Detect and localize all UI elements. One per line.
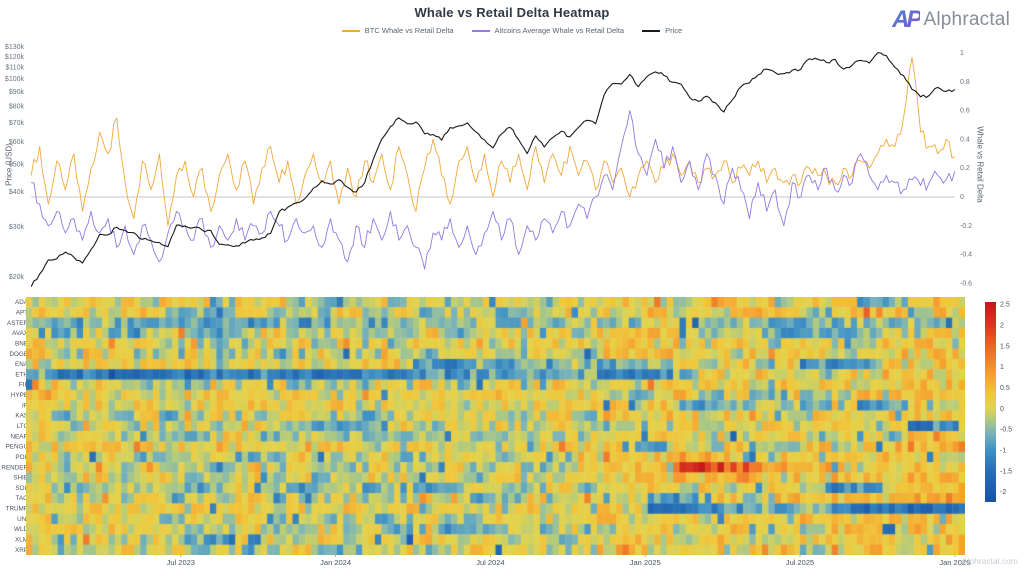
price-axis-tick: $70k xyxy=(9,120,25,127)
heatmap-row-label: ASTER xyxy=(7,320,28,327)
heatmap-row-label: PENGU xyxy=(6,444,29,451)
heatmap-row-label: RENDER xyxy=(1,464,28,471)
heatmap-row-label: TAO xyxy=(16,495,29,502)
colorbar-tick: -0.5 xyxy=(1000,427,1012,434)
logo[interactable]: AP Alphractal xyxy=(892,8,1010,32)
delta-axis-tick: -0.2 xyxy=(960,223,972,230)
x-axis-tick: Jan 2026 xyxy=(939,558,970,567)
logo-text: Alphractal xyxy=(923,9,1010,30)
delta-axis-tick: 0.4 xyxy=(960,136,970,143)
heatmap-row-label: AVAX xyxy=(12,330,29,337)
colorbar-tick: -1 xyxy=(1000,447,1006,454)
delta-axis-tick: 0.2 xyxy=(960,165,970,172)
heatmap-row-label: APT xyxy=(16,309,28,316)
delta-axis-tick: 0.8 xyxy=(960,79,970,86)
legend-item-price: Price xyxy=(642,26,682,35)
chart-legend: BTC Whale vs Retail Delta Altcoins Avera… xyxy=(0,26,1024,35)
price-axis-tick: $80k xyxy=(9,104,25,111)
x-axis-tick: Jan 2024 xyxy=(320,558,351,567)
heatmap-row-label: POL xyxy=(15,454,28,461)
heatmap-row-label: ADA xyxy=(15,299,29,306)
x-axis-tick: Jan 2025 xyxy=(630,558,661,567)
price-line xyxy=(30,52,956,287)
price-axis-tick: $60k xyxy=(9,139,25,146)
price-axis-tick: $100k xyxy=(5,76,25,83)
price-axis-tick: $20k xyxy=(9,274,25,281)
heatmap-row-label: ENA xyxy=(15,361,29,368)
colorbar-tick: 1 xyxy=(1000,364,1004,371)
legend-label: Price xyxy=(665,26,683,35)
page-title: Whale vs Retail Delta Heatmap xyxy=(414,5,610,20)
btc-delta-line xyxy=(30,56,955,227)
legend-item-btc-delta: BTC Whale vs Retail Delta xyxy=(341,26,454,35)
colorbar xyxy=(985,302,996,502)
watermark: Alphractal.com xyxy=(961,556,1018,566)
colorbar-tick: 0.5 xyxy=(1000,385,1010,392)
colorbar-tick: 2.5 xyxy=(1000,302,1010,309)
colorbar-tick: -1.5 xyxy=(1000,468,1012,475)
legend-label: Altcoins Average Whale vs Retail Delta xyxy=(494,26,625,35)
heatmap-row-label: NEAR xyxy=(11,433,29,440)
heatmap-row-label: IP xyxy=(22,402,28,409)
price-axis-tick: $130k xyxy=(5,44,25,51)
legend-item-alt-delta: Altcoins Average Whale vs Retail Delta xyxy=(471,26,625,35)
heatmap-row-label: XLM xyxy=(15,537,28,544)
delta-axis-tick: -0.6 xyxy=(960,280,972,287)
heatmap-row-label: SHIB xyxy=(13,475,28,482)
delta-axis-tick: 0.6 xyxy=(960,108,970,115)
heatmap-row-label: WLD xyxy=(14,526,28,533)
btc-delta-line-swatch xyxy=(341,29,360,32)
delta-axis-tick: -0.4 xyxy=(960,252,972,259)
colorbar-tick: 1.5 xyxy=(1000,343,1010,350)
price-axis-tick: $40k xyxy=(9,189,25,196)
alt-delta-line-swatch xyxy=(471,29,490,32)
x-axis-tick: Jul 2024 xyxy=(476,558,504,567)
heatmap-row-label: BNB xyxy=(15,340,28,347)
price-axis-tick: $50k xyxy=(9,161,25,168)
colorbar-tick: -2 xyxy=(1000,489,1006,496)
price-line-swatch xyxy=(642,29,661,32)
delta-axis-tick: 1 xyxy=(960,50,964,57)
heatmap-row-label: TRUMP xyxy=(6,506,28,513)
price-axis-tick: $30k xyxy=(9,224,25,231)
colorbar-tick: 0 xyxy=(1000,406,1004,413)
x-axis-tick: Jul 2025 xyxy=(786,558,814,567)
heatmap-row-label: FIL xyxy=(19,382,29,389)
heatmap-row-label: XRP xyxy=(15,547,28,554)
heatmap-row-label: KAS xyxy=(15,413,28,420)
alphractal-logo-icon: AP xyxy=(892,6,922,33)
heatmap-row-label: SOL xyxy=(15,485,28,492)
heatmap-row-label: HYPE xyxy=(11,392,28,399)
heatmap-row-label: LTC xyxy=(17,423,29,430)
alt-delta-line xyxy=(31,110,956,270)
price-axis-tick: $90k xyxy=(9,89,25,96)
price-axis-tick: $110k xyxy=(5,65,24,72)
legend-label: BTC Whale vs Retail Delta xyxy=(364,26,454,35)
delta-axis-tick: 0 xyxy=(960,194,964,201)
heatmap-row-label: DOGE xyxy=(9,351,28,358)
colorbar-tick: 2 xyxy=(1000,322,1004,329)
x-axis-tick: Jul 2023 xyxy=(167,558,195,567)
heatmap-row-label: ETH xyxy=(15,371,28,378)
heatmap-row-label: UNI xyxy=(17,516,28,523)
heatmap-canvas xyxy=(26,297,965,555)
price-axis-tick: $120k xyxy=(5,54,25,61)
